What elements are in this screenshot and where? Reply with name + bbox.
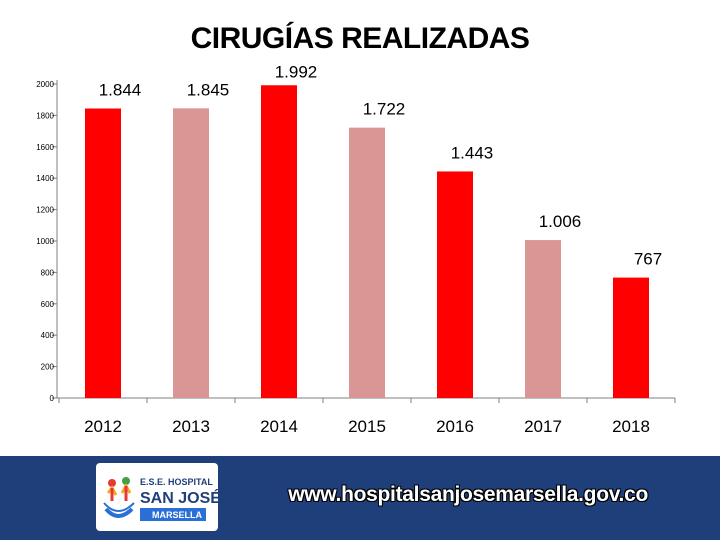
y-tick-label: 200 (41, 363, 55, 372)
bar (613, 277, 649, 398)
x-tick-labels: 2012 2013 2014 2015 2016 2017 2018 (84, 417, 650, 436)
bar (525, 240, 561, 398)
x-tick-label: 2018 (612, 417, 650, 436)
y-tick-label: 1600 (36, 143, 54, 152)
x-tick-label: 2017 (524, 417, 562, 436)
website-url[interactable]: www.hospitalsanjosemarsella.gov.co (288, 483, 648, 506)
bar (261, 85, 297, 399)
data-label: 767 (634, 250, 662, 269)
data-label: 1.844 (99, 80, 142, 99)
x-tick-label: 2015 (348, 417, 386, 436)
logo-line1: E.S.E. HOSPITAL (140, 477, 213, 487)
logo-line2: SAN JOSÉ (140, 488, 218, 507)
y-tick-label: 600 (41, 300, 55, 309)
bars (85, 85, 649, 399)
logo-line3: MARSELLA (152, 510, 202, 520)
hospital-logo-icon: E.S.E. HOSPITAL SAN JOSÉ MARSELLA (98, 465, 221, 529)
data-label: 1.845 (187, 80, 230, 99)
bar (437, 171, 473, 398)
y-tick-label: 400 (41, 331, 55, 340)
y-tick-label: 800 (41, 268, 55, 277)
y-tick-label: 1400 (36, 174, 54, 183)
hospital-logo: E.S.E. HOSPITAL SAN JOSÉ MARSELLA (96, 463, 221, 531)
value-labels: 1.844 1.845 1.992 1.722 1.443 1.006 767 (99, 62, 662, 268)
footer-bar: E.S.E. HOSPITAL SAN JOSÉ MARSELLA www.ho… (0, 456, 720, 540)
y-tick-label: 2000 (36, 80, 54, 89)
x-tick-label: 2012 (84, 417, 122, 436)
bar (173, 108, 209, 399)
data-label: 1.722 (363, 100, 406, 119)
data-label: 1.006 (539, 212, 582, 231)
bar-chart: 0 200 400 600 800 1000 1200 1400 1600 1800 2000 1.… (36, 62, 676, 436)
y-tick-label: 1200 (36, 206, 54, 215)
y-tick-label: 1000 (36, 237, 54, 246)
bar (349, 127, 385, 399)
bar (85, 108, 121, 398)
chart-title: CIRUGÍAS REALIZADAS (190, 22, 530, 55)
x-tick-label: 2013 (172, 417, 210, 436)
x-tick-label: 2014 (260, 417, 298, 436)
data-label: 1.992 (275, 62, 318, 81)
x-tick-label: 2016 (436, 417, 474, 436)
y-tick-label: 0 (50, 394, 55, 403)
data-label: 1.443 (451, 143, 494, 162)
y-tick-label: 1800 (36, 111, 54, 120)
